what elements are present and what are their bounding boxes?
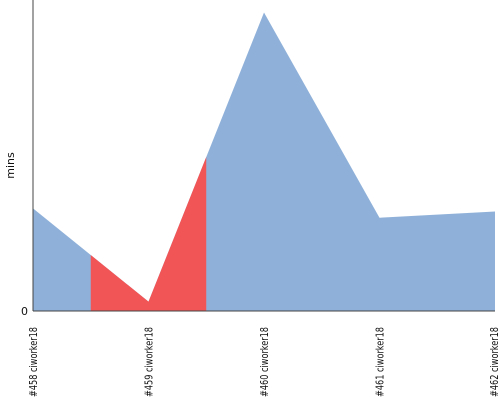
plot-area — [33, 12, 495, 311]
y-tick-label: 0 — [21, 305, 28, 318]
x-tick-label: #458 ciworker18 — [27, 327, 40, 397]
x-tick-label: #460 ciworker18 — [258, 327, 271, 397]
x-tick-labels: #458 ciworker18 #459 ciworker18 #460 ciwor… — [27, 327, 500, 397]
y-axis-label: mins — [4, 152, 17, 179]
highlighted-area-segment — [90, 157, 207, 311]
x-tick-label: #461 ciworker18 — [374, 327, 387, 397]
series-area — [33, 12, 495, 311]
x-tick-label: #462 ciworker18 — [488, 327, 500, 397]
x-tick-label: #459 ciworker18 — [143, 327, 156, 397]
